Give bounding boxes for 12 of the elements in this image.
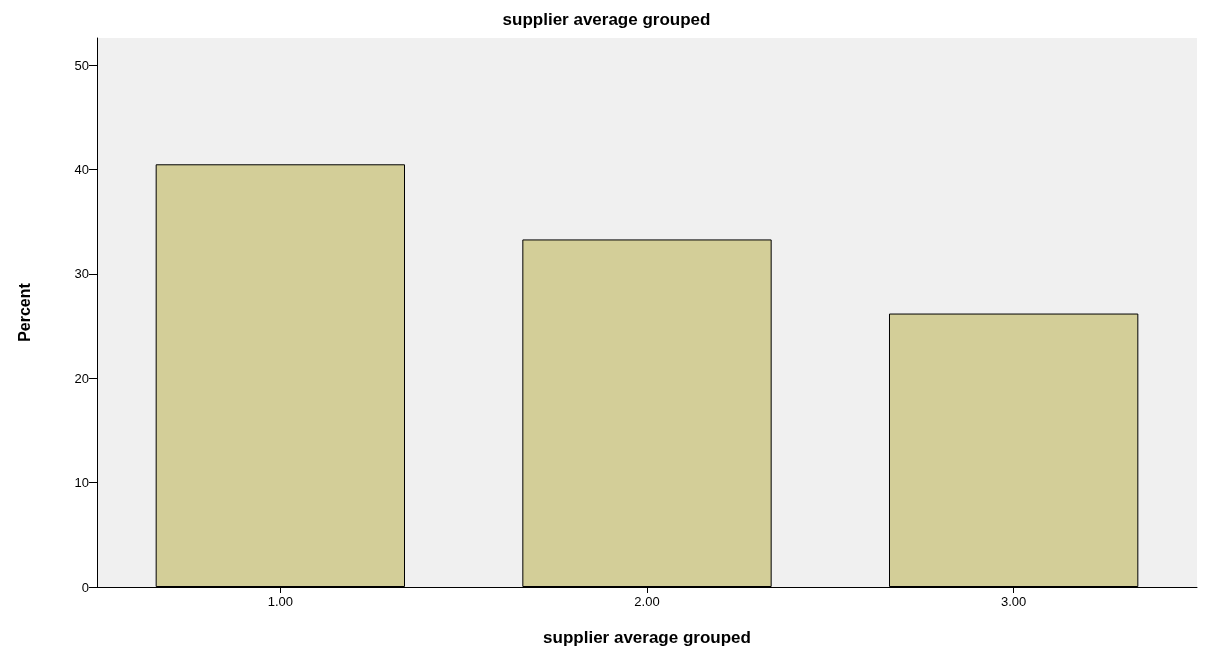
x-tick-label: 3.00 <box>1001 594 1027 609</box>
x-tick-label: 1.00 <box>267 594 293 609</box>
y-tick-label: 10 <box>74 475 89 491</box>
chart-title: supplier average grouped <box>502 10 711 29</box>
y-axis-title: Percent <box>15 282 33 342</box>
y-tick-label: 50 <box>74 57 89 73</box>
y-tick-label: 40 <box>74 162 89 178</box>
x-axis-title: supplier average grouped <box>543 628 751 647</box>
y-tick-label: 20 <box>74 370 89 386</box>
y-tick-label: 0 <box>81 579 89 595</box>
y-tick-label: 30 <box>74 266 89 282</box>
x-tick-label: 2.00 <box>634 594 660 609</box>
